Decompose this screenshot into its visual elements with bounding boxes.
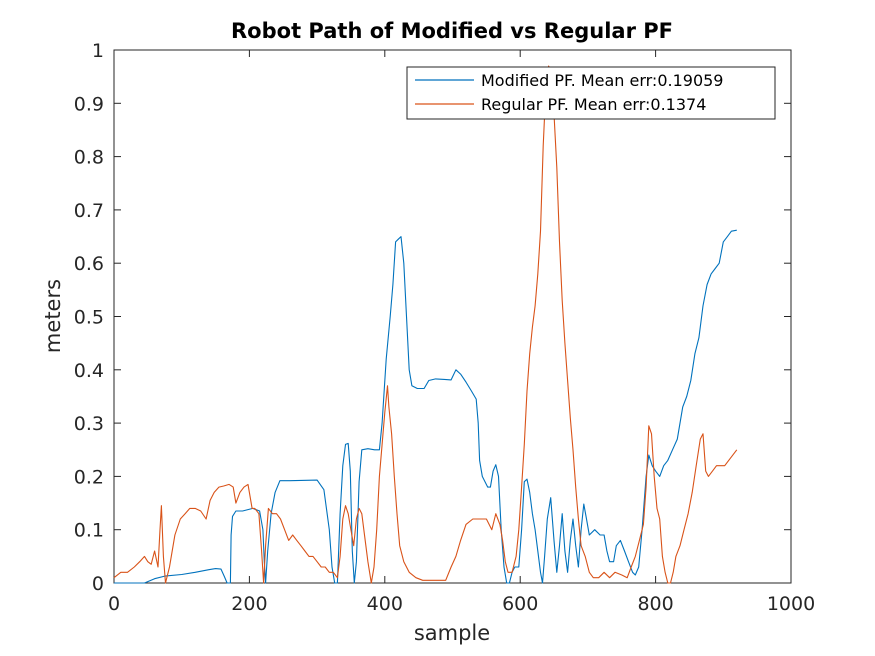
x-tick-label: 800 — [637, 593, 673, 615]
y-tick-label: 0.3 — [74, 413, 104, 435]
axis-ticks: 0 200 400 600 800 1000 0 0.1 0.2 0.3 0.4 0.5 0.6 0.7 0… — [74, 40, 815, 615]
chart-title: Robot Path of Modified vs Regular PF — [231, 19, 673, 43]
legend-label-modified: Modified PF. Mean err:0.19059 — [481, 71, 723, 90]
x-tick-label: 1000 — [767, 593, 815, 615]
y-tick-label: 0.7 — [74, 200, 104, 222]
y-tick-label: 0.9 — [74, 93, 104, 115]
y-tick-label: 0.4 — [74, 360, 104, 382]
legend-label-regular: Regular PF. Mean err:0.1374 — [481, 95, 706, 114]
y-tick-label: 0.5 — [74, 307, 104, 329]
plot-area — [113, 49, 792, 584]
legend-box — [406, 66, 776, 120]
x-tick-label: 200 — [231, 593, 267, 615]
series-line-regular — [113, 65, 738, 584]
x-tick-label: 400 — [367, 593, 403, 615]
y-tick-label: 0.8 — [74, 147, 104, 169]
y-tick-label: 0 — [92, 573, 104, 595]
x-axis-label: sample — [414, 621, 490, 645]
x-tick-label: 600 — [502, 593, 538, 615]
y-tick-label: 0.2 — [74, 466, 104, 488]
series-line-modified — [114, 229, 737, 584]
y-tick-label: 1 — [92, 40, 104, 62]
x-tick-label: 0 — [108, 593, 120, 615]
y-tick-label: 0.1 — [74, 520, 104, 542]
y-axis-label: meters — [41, 279, 65, 353]
legend: Modified PF. Mean err:0.19059 Regular PF… — [406, 66, 776, 120]
series-layer — [113, 65, 738, 584]
y-tick-label: 0.6 — [74, 253, 104, 275]
